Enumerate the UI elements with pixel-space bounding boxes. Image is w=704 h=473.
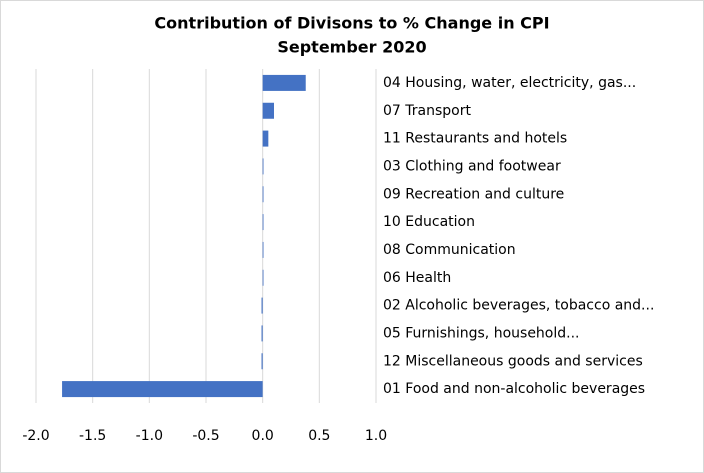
x-tick-label: 1.0 [365, 428, 387, 444]
category-label: 12 Miscellaneous goods and services [383, 353, 643, 369]
chart-subtitle: September 2020 [277, 38, 426, 57]
bar [62, 381, 263, 398]
category-label: 07 Transport [383, 103, 471, 119]
category-label: 11 Restaurants and hotels [383, 131, 567, 147]
bar [261, 297, 263, 314]
category-label: 06 Health [383, 270, 451, 286]
bar [262, 186, 264, 203]
category-label: 09 Recreation and culture [383, 186, 564, 202]
category-label: 03 Clothing and footwear [383, 158, 561, 174]
chart-title: Contribution of Divisons to % Change in … [154, 14, 549, 33]
x-tick-label: 0.0 [252, 428, 274, 444]
bar [262, 74, 306, 91]
category-label: 01 Food and non-alcoholic beverages [383, 381, 645, 397]
category-label: 10 Education [383, 214, 475, 230]
bar [262, 130, 269, 147]
x-tick-label: -2.0 [22, 428, 49, 444]
bar [262, 269, 264, 286]
x-tick-label: -0.5 [192, 428, 219, 444]
x-tick-label: 0.5 [308, 428, 330, 444]
category-label: 05 Furnishings, household... [383, 325, 580, 341]
bar [262, 241, 264, 258]
bar [261, 325, 263, 342]
x-tick-label: -1.0 [136, 428, 163, 444]
bar [262, 158, 264, 175]
bar [262, 102, 274, 119]
category-label: 02 Alcoholic beverages, tobacco and... [383, 298, 654, 314]
bar [262, 214, 264, 231]
category-label: 08 Communication [383, 242, 516, 258]
bar [261, 353, 263, 370]
x-tick-label: -1.5 [79, 428, 106, 444]
category-label: 04 Housing, water, electricity, gas... [383, 75, 636, 91]
